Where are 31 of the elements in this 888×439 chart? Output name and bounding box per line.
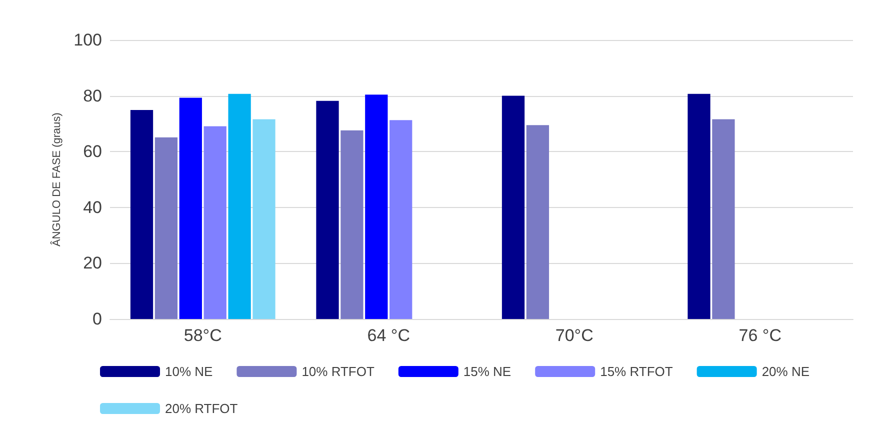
bar bbox=[390, 120, 412, 319]
bar bbox=[526, 125, 550, 319]
bar bbox=[154, 137, 178, 319]
bar bbox=[712, 119, 735, 319]
bar bbox=[204, 126, 226, 319]
y-tick-label: 80 bbox=[83, 86, 102, 106]
x-tick-label: 70°C bbox=[555, 326, 594, 345]
y-tick-label: 100 bbox=[74, 30, 102, 50]
bar bbox=[252, 119, 276, 319]
bar bbox=[316, 100, 339, 319]
y-tick-label: 60 bbox=[83, 142, 102, 162]
y-tick-label: 0 bbox=[92, 310, 102, 328]
y-axis-title: ÂNGULO DE FASE (graus) bbox=[50, 112, 64, 246]
bar bbox=[365, 94, 388, 319]
x-tick-label: 58°C bbox=[184, 326, 222, 345]
y-tick-label: 20 bbox=[83, 254, 102, 273]
bar bbox=[340, 130, 364, 319]
legend-label: 20% NE bbox=[762, 364, 810, 379]
bar bbox=[228, 94, 251, 319]
y-tick-label: 40 bbox=[83, 198, 102, 217]
legend-label: 10% NE bbox=[165, 364, 214, 379]
legend-label: 10% RTFOT bbox=[302, 364, 374, 379]
legend-label: 15% NE bbox=[463, 364, 512, 379]
bar bbox=[688, 94, 710, 319]
legend-label: 15% RTFOT bbox=[600, 364, 673, 379]
bar bbox=[179, 98, 202, 319]
x-tick-label: 64 °C bbox=[367, 326, 410, 345]
legend-label: 20% RTFOT bbox=[165, 401, 238, 416]
bar bbox=[130, 110, 154, 319]
x-tick-label: 76 °C bbox=[738, 326, 782, 345]
bar bbox=[502, 96, 525, 319]
